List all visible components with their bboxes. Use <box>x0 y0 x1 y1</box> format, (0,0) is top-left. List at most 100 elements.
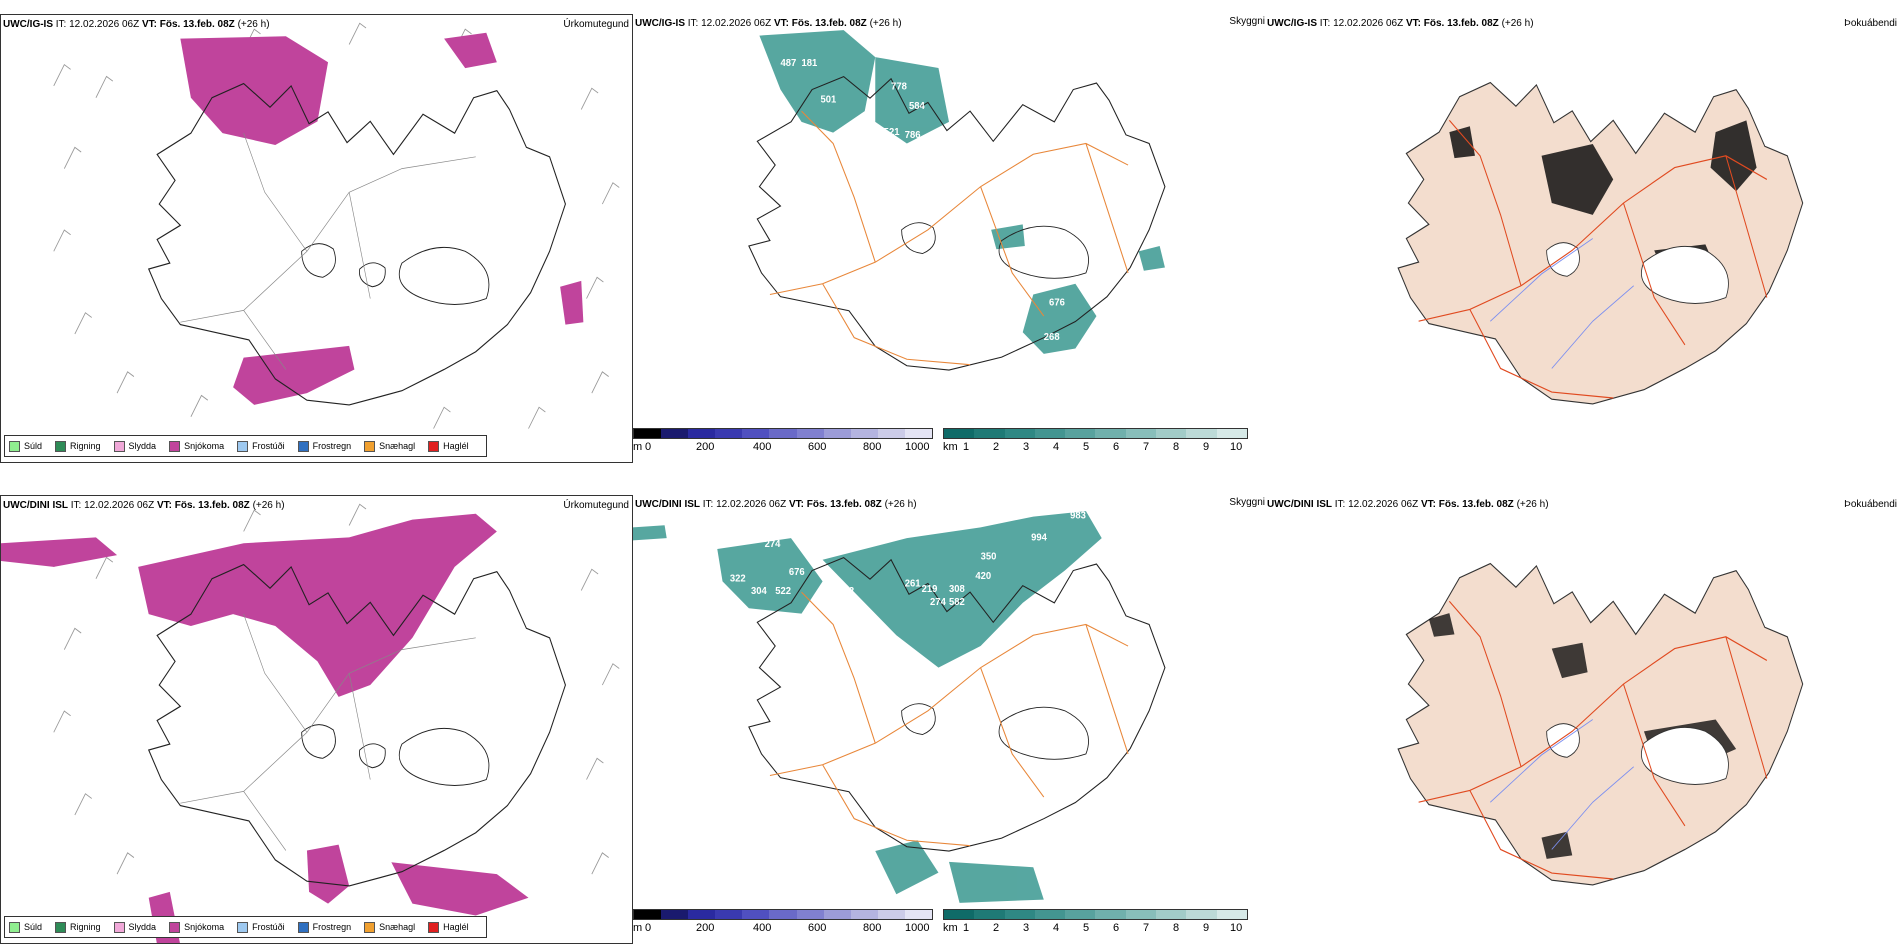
visibility-scale: km 1 2 3 4 5 6 7 8 9 10 <box>943 428 1248 462</box>
unit-label: m <box>633 441 643 453</box>
tick-label: 9 <box>1203 922 1210 934</box>
tick-label: 2 <box>993 922 1000 934</box>
tick-label: 600 <box>808 441 827 453</box>
panel-header: UWC/IG-IS IT: 12.02.2026 06Z VT: Fös. 13… <box>1267 18 1534 29</box>
legend-item: Rigning <box>55 921 101 933</box>
panel-title: Þokuábendi <box>1844 499 1897 510</box>
svg-text:304: 304 <box>751 586 767 597</box>
rivers <box>1490 719 1634 850</box>
ceiling-panel-2: UWC/DINI ISL IT: 12.02.2026 06Z VT: Fös.… <box>633 495 1265 944</box>
ceiling-colorbar <box>633 909 933 920</box>
tick-label: 3 <box>1023 441 1030 453</box>
tick-label: 10 <box>1230 441 1243 453</box>
unit-label: km <box>943 922 958 934</box>
legend-item: Slydda <box>113 921 156 933</box>
precip-map <box>1 503 620 943</box>
tick-label: 5 <box>1083 441 1090 453</box>
snow-areas <box>1 513 529 943</box>
roads <box>1418 600 1768 880</box>
tick-label: 800 <box>863 922 882 934</box>
unit-label: km <box>943 441 958 453</box>
svg-text:274: 274 <box>765 539 781 550</box>
tick-label: 600 <box>808 922 827 934</box>
visibility-scale: km 1 2 3 4 5 6 7 8 9 10 <box>943 909 1248 943</box>
tick-label: 400 <box>753 922 772 934</box>
ceiling-map: 487 181 501 778 584 403 521 786 62 676 2… <box>748 30 1166 371</box>
legend-item: Slydda <box>113 440 156 452</box>
tick-label: 800 <box>863 441 882 453</box>
visibility-areas <box>759 30 1165 354</box>
svg-text:786: 786 <box>905 130 921 141</box>
snow-areas <box>180 32 584 405</box>
svg-text:268: 268 <box>1044 332 1060 343</box>
panel-header: UWC/IG-IS IT: 12.02.2026 06Z VT: Fös. 13… <box>3 19 270 30</box>
legend-item: Súld <box>9 440 42 452</box>
svg-text:501: 501 <box>820 94 836 105</box>
svg-text:582: 582 <box>949 597 965 608</box>
legend-item: Frostregn <box>297 440 351 452</box>
legend-item: Rigning <box>55 440 101 452</box>
svg-text:522: 522 <box>775 586 791 597</box>
visibility-colorbar <box>943 428 1248 439</box>
precip-legend: Súld Rigning Slydda Snjókoma Frostúði Fr… <box>4 916 487 938</box>
svg-text:261: 261 <box>905 579 921 590</box>
svg-text:983: 983 <box>1070 511 1086 522</box>
panel-title: Þokuábendi <box>1844 18 1897 29</box>
panel-title: Úrkomutegund <box>563 500 629 511</box>
panel-header: UWC/DINI ISL IT: 12.02.2026 06Z VT: Fös.… <box>635 499 917 510</box>
tick-label: 5 <box>1083 922 1090 934</box>
legend-item: Frostregn <box>297 921 351 933</box>
tick-label: 200 <box>696 922 715 934</box>
tick-label: 400 <box>753 441 772 453</box>
legend-item: Haglél <box>428 921 469 933</box>
panel-header: UWC/DINI ISL IT: 12.02.2026 06Z VT: Fös.… <box>3 500 285 511</box>
fog-panel-1: UWC/IG-IS IT: 12.02.2026 06Z VT: Fös. 13… <box>1265 14 1900 463</box>
svg-text:676: 676 <box>789 567 805 578</box>
ceiling-map: 274 322 676 304 522 792 261 219 274 308 … <box>633 511 1166 903</box>
tick-label: 6 <box>1113 441 1120 453</box>
svg-text:778: 778 <box>891 81 907 92</box>
tick-label: 4 <box>1053 922 1060 934</box>
wind-barbs <box>53 22 620 429</box>
unit-label: m <box>633 922 643 934</box>
svg-text:584: 584 <box>909 101 925 112</box>
tick-label: 10 <box>1230 922 1243 934</box>
legend-item: Frostúði <box>237 921 285 933</box>
svg-text:308: 308 <box>949 584 965 595</box>
ceiling-panel-1: UWC/IG-IS IT: 12.02.2026 06Z VT: Fös. 13… <box>633 14 1265 463</box>
tick-label: 1 <box>963 441 970 453</box>
rivers <box>1490 238 1634 369</box>
panel-title: Skyggni <box>1229 16 1265 27</box>
svg-text:487: 487 <box>780 58 796 69</box>
panel-header: UWC/IG-IS IT: 12.02.2026 06Z VT: Fös. 13… <box>635 18 902 29</box>
panel-title: Skyggni <box>1229 497 1265 508</box>
visibility-colorbar <box>943 909 1248 920</box>
visibility-areas <box>633 511 1102 903</box>
precip-panel-1: UWC/IG-IS IT: 12.02.2026 06Z VT: Fös. 13… <box>0 14 633 463</box>
tick-label: 1 <box>963 922 970 934</box>
svg-text:350: 350 <box>981 552 997 563</box>
ceiling-colorbar <box>633 428 933 439</box>
tick-label: 4 <box>1053 441 1060 453</box>
panel-header: UWC/DINI ISL IT: 12.02.2026 06Z VT: Fös.… <box>1267 499 1549 510</box>
tick-label: 7 <box>1143 922 1150 934</box>
tick-label: 9 <box>1203 441 1210 453</box>
tick-label: 8 <box>1173 441 1180 453</box>
svg-text:181: 181 <box>802 58 818 69</box>
legend-item: Snjókoma <box>169 440 224 452</box>
tick-label: 6 <box>1113 922 1120 934</box>
precip-map <box>53 22 620 429</box>
precip-legend: Súld Rigning Slydda Snjókoma Frostúði Fr… <box>4 435 487 457</box>
roads <box>769 591 1129 847</box>
fog-panel-2: UWC/DINI ISL IT: 12.02.2026 06Z VT: Fös.… <box>1265 495 1900 944</box>
tick-label: 2 <box>993 441 1000 453</box>
tick-label: 1000 <box>905 922 930 934</box>
precip-panel-2: UWC/DINI ISL IT: 12.02.2026 06Z VT: Fös.… <box>0 495 633 944</box>
svg-text:274: 274 <box>930 597 946 608</box>
legend-item: Súld <box>9 921 42 933</box>
tick-label: 200 <box>696 441 715 453</box>
svg-text:219: 219 <box>922 584 938 595</box>
svg-text:322: 322 <box>730 573 746 584</box>
svg-text:676: 676 <box>1049 297 1065 308</box>
tick-label: 8 <box>1173 922 1180 934</box>
